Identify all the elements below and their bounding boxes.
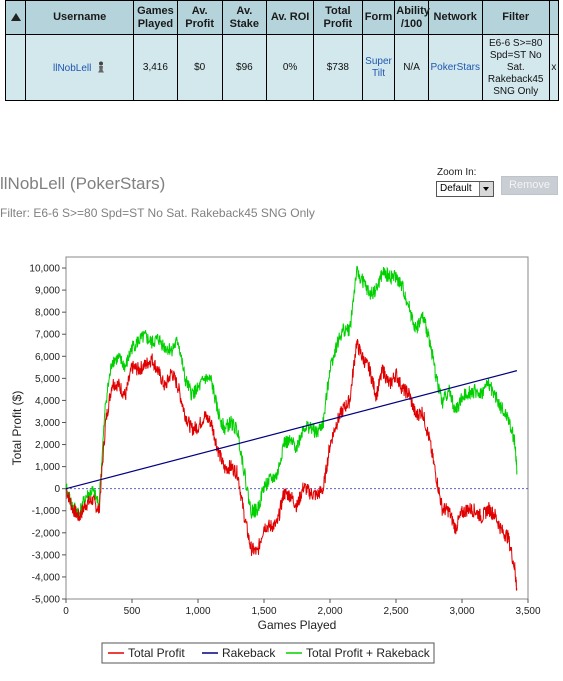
total-profit-line (65, 339, 518, 591)
sort-column-header[interactable] (4, 0, 27, 35)
y-tick-label: 9,000 (35, 286, 60, 297)
y-tick-label: 1,000 (35, 462, 60, 473)
x-tick-label: 2,000 (317, 606, 342, 617)
cell-username: llNobLell (25, 34, 135, 101)
header-blank (548, 0, 560, 35)
x-tick-label: 500 (124, 606, 141, 617)
y-tick-label: -3,000 (32, 550, 61, 561)
cell-network: PokerStars (427, 34, 483, 101)
zoom-select[interactable]: Default (436, 181, 494, 197)
y-tick-label: 0 (54, 484, 60, 495)
x-tick-label: 3,000 (449, 606, 474, 617)
table-header-row: Username Games Played Av. Profit Av. Sta… (4, 0, 560, 35)
header-ability[interactable]: Ability /100 (394, 0, 430, 35)
y-tick-label: -1,000 (32, 506, 61, 517)
y-tick-label: -5,000 (32, 595, 61, 606)
stats-table: Username Games Played Av. Profit Av. Sta… (4, 0, 560, 101)
stats-table-container: Username Games Played Av. Profit Av. Sta… (4, 0, 560, 101)
header-games-played[interactable]: Games Played (133, 0, 178, 35)
header-av-stake[interactable]: Av. Stake (221, 0, 268, 35)
header-av-roi[interactable]: Av. ROI (266, 0, 314, 35)
sort-up-icon[interactable] (10, 13, 21, 22)
legend-label: Rakeback (222, 646, 276, 660)
chevron-down-icon[interactable] (479, 182, 493, 196)
filter-description: Filter: E6-6 S>=80 Spd=ST No Sat. Rakeba… (0, 206, 315, 220)
cell-ability: N/A (394, 34, 429, 101)
cell-total-profit: $738 (312, 34, 363, 101)
cell-blank (4, 34, 27, 101)
y-axis-label: Total Profit ($) (10, 391, 24, 466)
y-tick-label: -4,000 (32, 572, 61, 583)
table-row: llNobLell 3,416 $0 $96 0% $738 Super Til… (4, 34, 560, 101)
rakeback-line (65, 370, 518, 490)
x-tick-label: 2,500 (383, 606, 408, 617)
header-total-profit[interactable]: Total Profit (312, 0, 363, 35)
x-tick-label: 3,500 (515, 606, 540, 617)
zoom-label: Zoom In: (437, 167, 477, 178)
profit-chart: -5,000 -4,000 -3,000 -2,000 -1,000 0 1,000 2,00… (10, 256, 541, 664)
header-username[interactable]: Username (25, 0, 135, 35)
legend-label: Total Profit (128, 646, 185, 660)
y-tick-label: 10,000 (29, 264, 60, 275)
y-tick-label: 6,000 (35, 352, 60, 363)
x-tick-label: 1,500 (251, 606, 276, 617)
zoom-selected-value: Default (440, 183, 472, 194)
remove-button[interactable]: Remove (501, 176, 558, 195)
legend-label: Total Profit + Rakeback (306, 646, 431, 660)
header-av-profit[interactable]: Av. Profit (176, 0, 223, 35)
x-axis-label: Games Played (258, 618, 337, 632)
cell-av-profit: $0 (176, 34, 223, 101)
cell-form: Super Tilt (361, 34, 396, 101)
form-link[interactable]: Super Tilt (365, 55, 392, 79)
header-filter[interactable]: Filter (481, 0, 550, 35)
remove-row-link[interactable]: x (548, 34, 560, 101)
y-tick-label: 7,000 (35, 330, 60, 341)
header-form[interactable]: Form (361, 0, 396, 35)
header-network[interactable]: Network (427, 0, 483, 35)
y-tick-label: 3,000 (35, 418, 60, 429)
cell-av-stake: $96 (221, 34, 268, 101)
legend-box (101, 642, 435, 664)
y-tick-label: 4,000 (35, 396, 60, 407)
player-icon[interactable] (96, 61, 106, 73)
y-tick-label: 8,000 (35, 308, 60, 319)
total-profit-rakeback-line (65, 265, 518, 520)
x-tick-label: 0 (63, 606, 69, 617)
cell-games-played: 3,416 (133, 34, 178, 101)
y-tick-label: 2,000 (35, 440, 60, 451)
x-tick-label: 1,000 (185, 606, 210, 617)
cell-filter: E6-6 S>=80 Spd=ST No Sat. Rakeback45 SNG… (481, 34, 550, 101)
username-link[interactable]: llNobLell (53, 62, 92, 74)
network-link[interactable]: PokerStars (430, 61, 480, 73)
page-title: llNobLell (PokerStars) (0, 174, 166, 193)
y-tick-label: 5,000 (35, 374, 60, 385)
y-tick-label: -2,000 (32, 528, 61, 539)
cell-av-roi: 0% (266, 34, 314, 101)
